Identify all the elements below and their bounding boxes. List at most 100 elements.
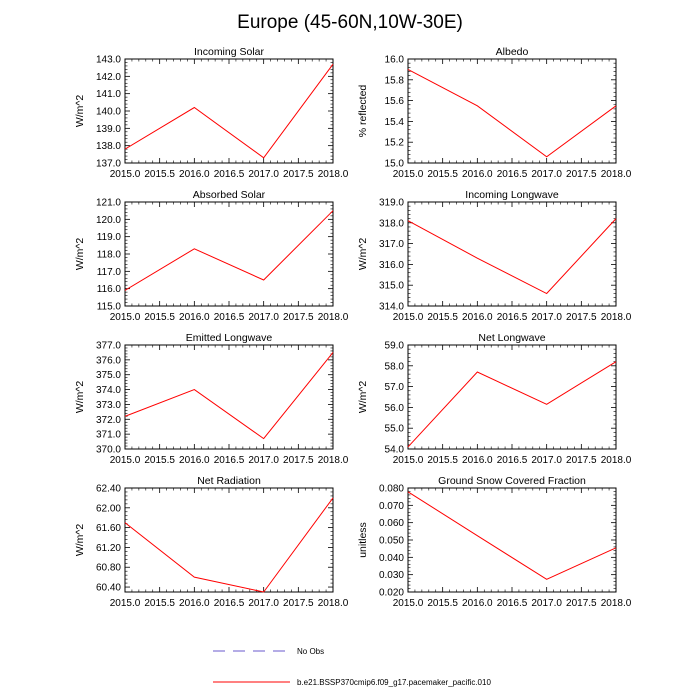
y-tick-label: 58.0 xyxy=(385,361,405,372)
y-axis-label: unitless xyxy=(357,522,369,558)
y-tick-label: 0.080 xyxy=(379,484,404,495)
y-tick-label: 372.0 xyxy=(96,415,121,426)
series-line xyxy=(407,218,617,295)
chart-title: Net Radiation xyxy=(197,475,261,487)
x-tick-label: 2016.5 xyxy=(214,312,245,323)
x-tick-label: 2016.5 xyxy=(214,169,245,180)
y-tick-label: 120.0 xyxy=(96,215,121,226)
plot-frame xyxy=(407,58,617,164)
x-tick-label: 2015.0 xyxy=(110,312,141,323)
y-tick-label: 57.0 xyxy=(385,382,405,393)
x-tick-label: 2015.0 xyxy=(110,598,141,609)
series-line xyxy=(124,497,334,593)
y-tick-label: 16.0 xyxy=(385,55,405,66)
y-tick-label: 137.0 xyxy=(96,159,121,170)
y-tick-label: 373.0 xyxy=(96,400,121,411)
series-line xyxy=(124,63,334,159)
y-tick-label: 56.0 xyxy=(385,403,405,414)
x-tick-label: 2015.5 xyxy=(144,598,175,609)
y-tick-label: 138.0 xyxy=(96,141,121,152)
x-tick-label: 2017.0 xyxy=(531,169,562,180)
x-tick-label: 2015.0 xyxy=(110,169,141,180)
x-tick-label: 2018.0 xyxy=(601,455,632,466)
x-tick-label: 2015.5 xyxy=(427,598,458,609)
x-tick-label: 2017.0 xyxy=(531,312,562,323)
y-tick-label: 0.030 xyxy=(379,570,404,581)
y-tick-label: 15.6 xyxy=(385,96,405,107)
y-tick-label: 140.0 xyxy=(96,107,121,118)
x-tick-label: 2017.0 xyxy=(531,598,562,609)
x-tick-label: 2016.5 xyxy=(497,169,528,180)
chart-panel: Incoming Solar W/m^2 2015.0 2015.5 2016.0 201… xyxy=(74,46,349,180)
x-tick-label: 2017.5 xyxy=(283,169,314,180)
chart-panel: Incoming Longwave W/m^2 2015.0 2015.5 2016.0… xyxy=(357,189,632,323)
y-tick-label: 316.0 xyxy=(379,260,404,271)
x-tick-label: 2016.5 xyxy=(497,312,528,323)
x-tick-label: 2016.5 xyxy=(497,455,528,466)
x-tick-label: 2015.0 xyxy=(110,455,141,466)
x-tick-label: 2015.5 xyxy=(427,455,458,466)
y-tick-label: 15.2 xyxy=(385,138,405,149)
y-tick-label: 375.0 xyxy=(96,370,121,381)
y-tick-label: 0.050 xyxy=(379,536,404,547)
x-tick-label: 2017.5 xyxy=(283,312,314,323)
y-tick-label: 318.0 xyxy=(379,218,404,229)
series-line xyxy=(407,68,617,158)
x-tick-label: 2015.5 xyxy=(427,312,458,323)
x-tick-label: 2016.0 xyxy=(179,455,210,466)
chart-panel: Net Radiation W/m^2 2015.0 2015.5 2016.0 2016… xyxy=(74,475,349,609)
x-tick-label: 2018.0 xyxy=(601,312,632,323)
x-tick-label: 2016.0 xyxy=(179,312,210,323)
x-tick-label: 2017.5 xyxy=(566,312,597,323)
y-axis-label: % reflected xyxy=(357,85,369,138)
y-tick-label: 15.0 xyxy=(385,159,405,170)
y-axis-label: W/m^2 xyxy=(74,381,86,414)
plot-frame xyxy=(407,344,617,450)
x-tick-label: 2016.0 xyxy=(462,455,493,466)
x-tick-label: 2016.0 xyxy=(462,598,493,609)
y-tick-label: 141.0 xyxy=(96,89,121,100)
y-tick-label: 15.8 xyxy=(385,75,405,86)
x-tick-label: 2018.0 xyxy=(601,598,632,609)
x-tick-label: 2017.0 xyxy=(248,598,279,609)
plot-frame xyxy=(407,201,617,307)
y-tick-label: 121.0 xyxy=(96,198,121,209)
chart-panel: Albedo % reflected 2015.0 2015.5 2016.0 2016.… xyxy=(357,46,632,180)
x-tick-label: 2018.0 xyxy=(318,455,349,466)
y-tick-label: 116.0 xyxy=(97,284,122,295)
y-tick-label: 55.0 xyxy=(385,424,405,435)
x-tick-label: 2018.0 xyxy=(601,169,632,180)
x-tick-label: 2016.0 xyxy=(462,169,493,180)
y-axis-label: W/m^2 xyxy=(74,95,86,128)
x-tick-label: 2015.0 xyxy=(393,598,424,609)
y-tick-label: 59.0 xyxy=(385,341,405,352)
y-axis-label: W/m^2 xyxy=(74,238,86,271)
legend: No Obs b.e21.BSSP370cmip6.f09_g17.pacema… xyxy=(213,647,491,687)
x-tick-label: 2018.0 xyxy=(318,312,349,323)
y-tick-label: 319.0 xyxy=(379,198,404,209)
chart-panel: Absorbed Solar W/m^2 2015.0 2015.5 2016.0 201… xyxy=(74,189,349,323)
y-tick-label: 143.0 xyxy=(96,55,121,66)
y-tick-label: 315.0 xyxy=(379,281,404,292)
x-tick-label: 2017.5 xyxy=(283,598,314,609)
y-tick-label: 60.80 xyxy=(96,563,121,574)
x-tick-label: 2017.0 xyxy=(248,169,279,180)
chart-panel: Emitted Longwave W/m^2 2015.0 2015.5 2016.0 2… xyxy=(74,332,349,466)
y-axis-label: W/m^2 xyxy=(357,238,369,271)
x-tick-label: 2017.5 xyxy=(566,169,597,180)
x-tick-label: 2015.5 xyxy=(427,169,458,180)
y-tick-label: 377.0 xyxy=(96,341,121,352)
plot-frame xyxy=(407,487,617,593)
y-tick-label: 118.0 xyxy=(97,250,122,261)
y-tick-label: 0.070 xyxy=(379,501,404,512)
y-tick-label: 119.0 xyxy=(97,232,122,243)
x-tick-label: 2015.0 xyxy=(393,455,424,466)
x-tick-label: 2015.5 xyxy=(144,169,175,180)
x-tick-label: 2015.0 xyxy=(393,169,424,180)
x-tick-label: 2016.0 xyxy=(179,598,210,609)
y-tick-label: 61.60 xyxy=(96,523,121,534)
chart-title: Emitted Longwave xyxy=(186,332,273,344)
x-tick-label: 2018.0 xyxy=(318,169,349,180)
chart-title: Albedo xyxy=(496,46,529,58)
figure-title: Europe (45-60N,10W-30E) xyxy=(237,12,463,33)
